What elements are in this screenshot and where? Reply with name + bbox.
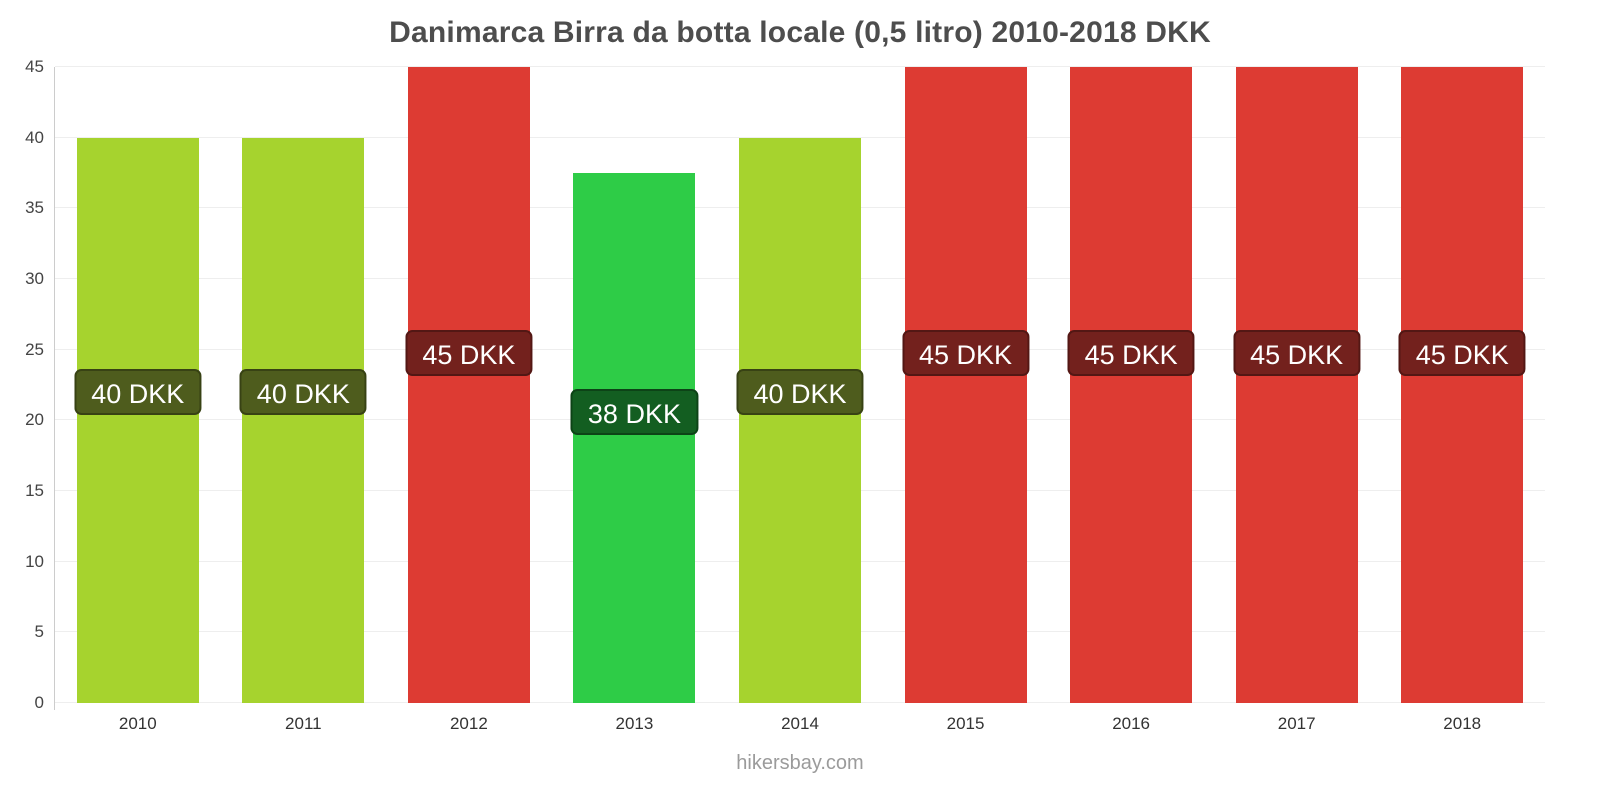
bar-value-label-2013: 38 DKK	[570, 388, 698, 435]
bar-2016	[1070, 67, 1193, 703]
y-tick-label-25: 25	[25, 339, 44, 359]
bar-2013	[573, 173, 696, 703]
x-tick-label-2014: 2014	[781, 714, 819, 733]
gridline-40	[55, 136, 1545, 138]
x-tick-label-2011: 2011	[285, 714, 322, 733]
plot-area: 40 DKK 40 DKK 45 DKK 38 DKK 40 DKK 45 DKK 45 D…	[55, 66, 1545, 703]
x-tick-label-2010: 2010	[118, 714, 157, 733]
bar-value-label-2011: 40 DKK	[239, 369, 367, 416]
bar-2010	[76, 137, 199, 703]
gridline-45	[55, 66, 1545, 67]
y-tick-label-35: 35	[25, 198, 44, 218]
bar-2012	[407, 67, 530, 703]
y-tick-label-5: 5	[34, 622, 44, 642]
bar-value-label-2014: 40 DKK	[736, 369, 864, 416]
bar-2011	[242, 137, 365, 703]
bar-value-label-2012: 45 DKK	[405, 330, 533, 377]
x-tick-label-2013: 2013	[615, 714, 654, 733]
y-tick-label-45: 45	[25, 57, 44, 76]
y-tick-label-15: 15	[25, 481, 44, 500]
bar-2017	[1235, 67, 1358, 703]
bar-value-label-2018: 45 DKK	[1398, 330, 1526, 377]
x-tick-label-2012: 2012	[449, 714, 488, 733]
y-tick-label-0: 0	[34, 693, 44, 712]
bar-value-label-2017: 45 DKK	[1233, 330, 1361, 377]
footer-watermark: hikersbay.com	[736, 752, 864, 774]
y-tick-label-20: 20	[25, 410, 44, 430]
bar-value-label-2015: 45 DKK	[902, 330, 1030, 377]
chart-title: Danimarca Birra da botta locale (0,5 lit…	[389, 16, 1211, 49]
x-tick-label-2016: 2016	[1112, 714, 1151, 733]
y-tick-label-10: 10	[25, 551, 44, 571]
x-tick-label-2015: 2015	[946, 714, 985, 733]
bar-value-label-2016: 45 DKK	[1067, 330, 1195, 377]
y-tick-label-30: 30	[25, 269, 44, 288]
x-tick-label-2017: 2017	[1277, 714, 1316, 733]
bar-value-label-2010: 40 DKK	[74, 369, 202, 416]
y-axis-line	[54, 67, 55, 710]
x-tick-label-2018: 2018	[1443, 714, 1482, 733]
y-tick-label-40: 40	[25, 127, 44, 147]
bar-2014	[739, 137, 861, 703]
bar-2018	[1401, 67, 1524, 703]
bar-2015	[904, 67, 1027, 703]
